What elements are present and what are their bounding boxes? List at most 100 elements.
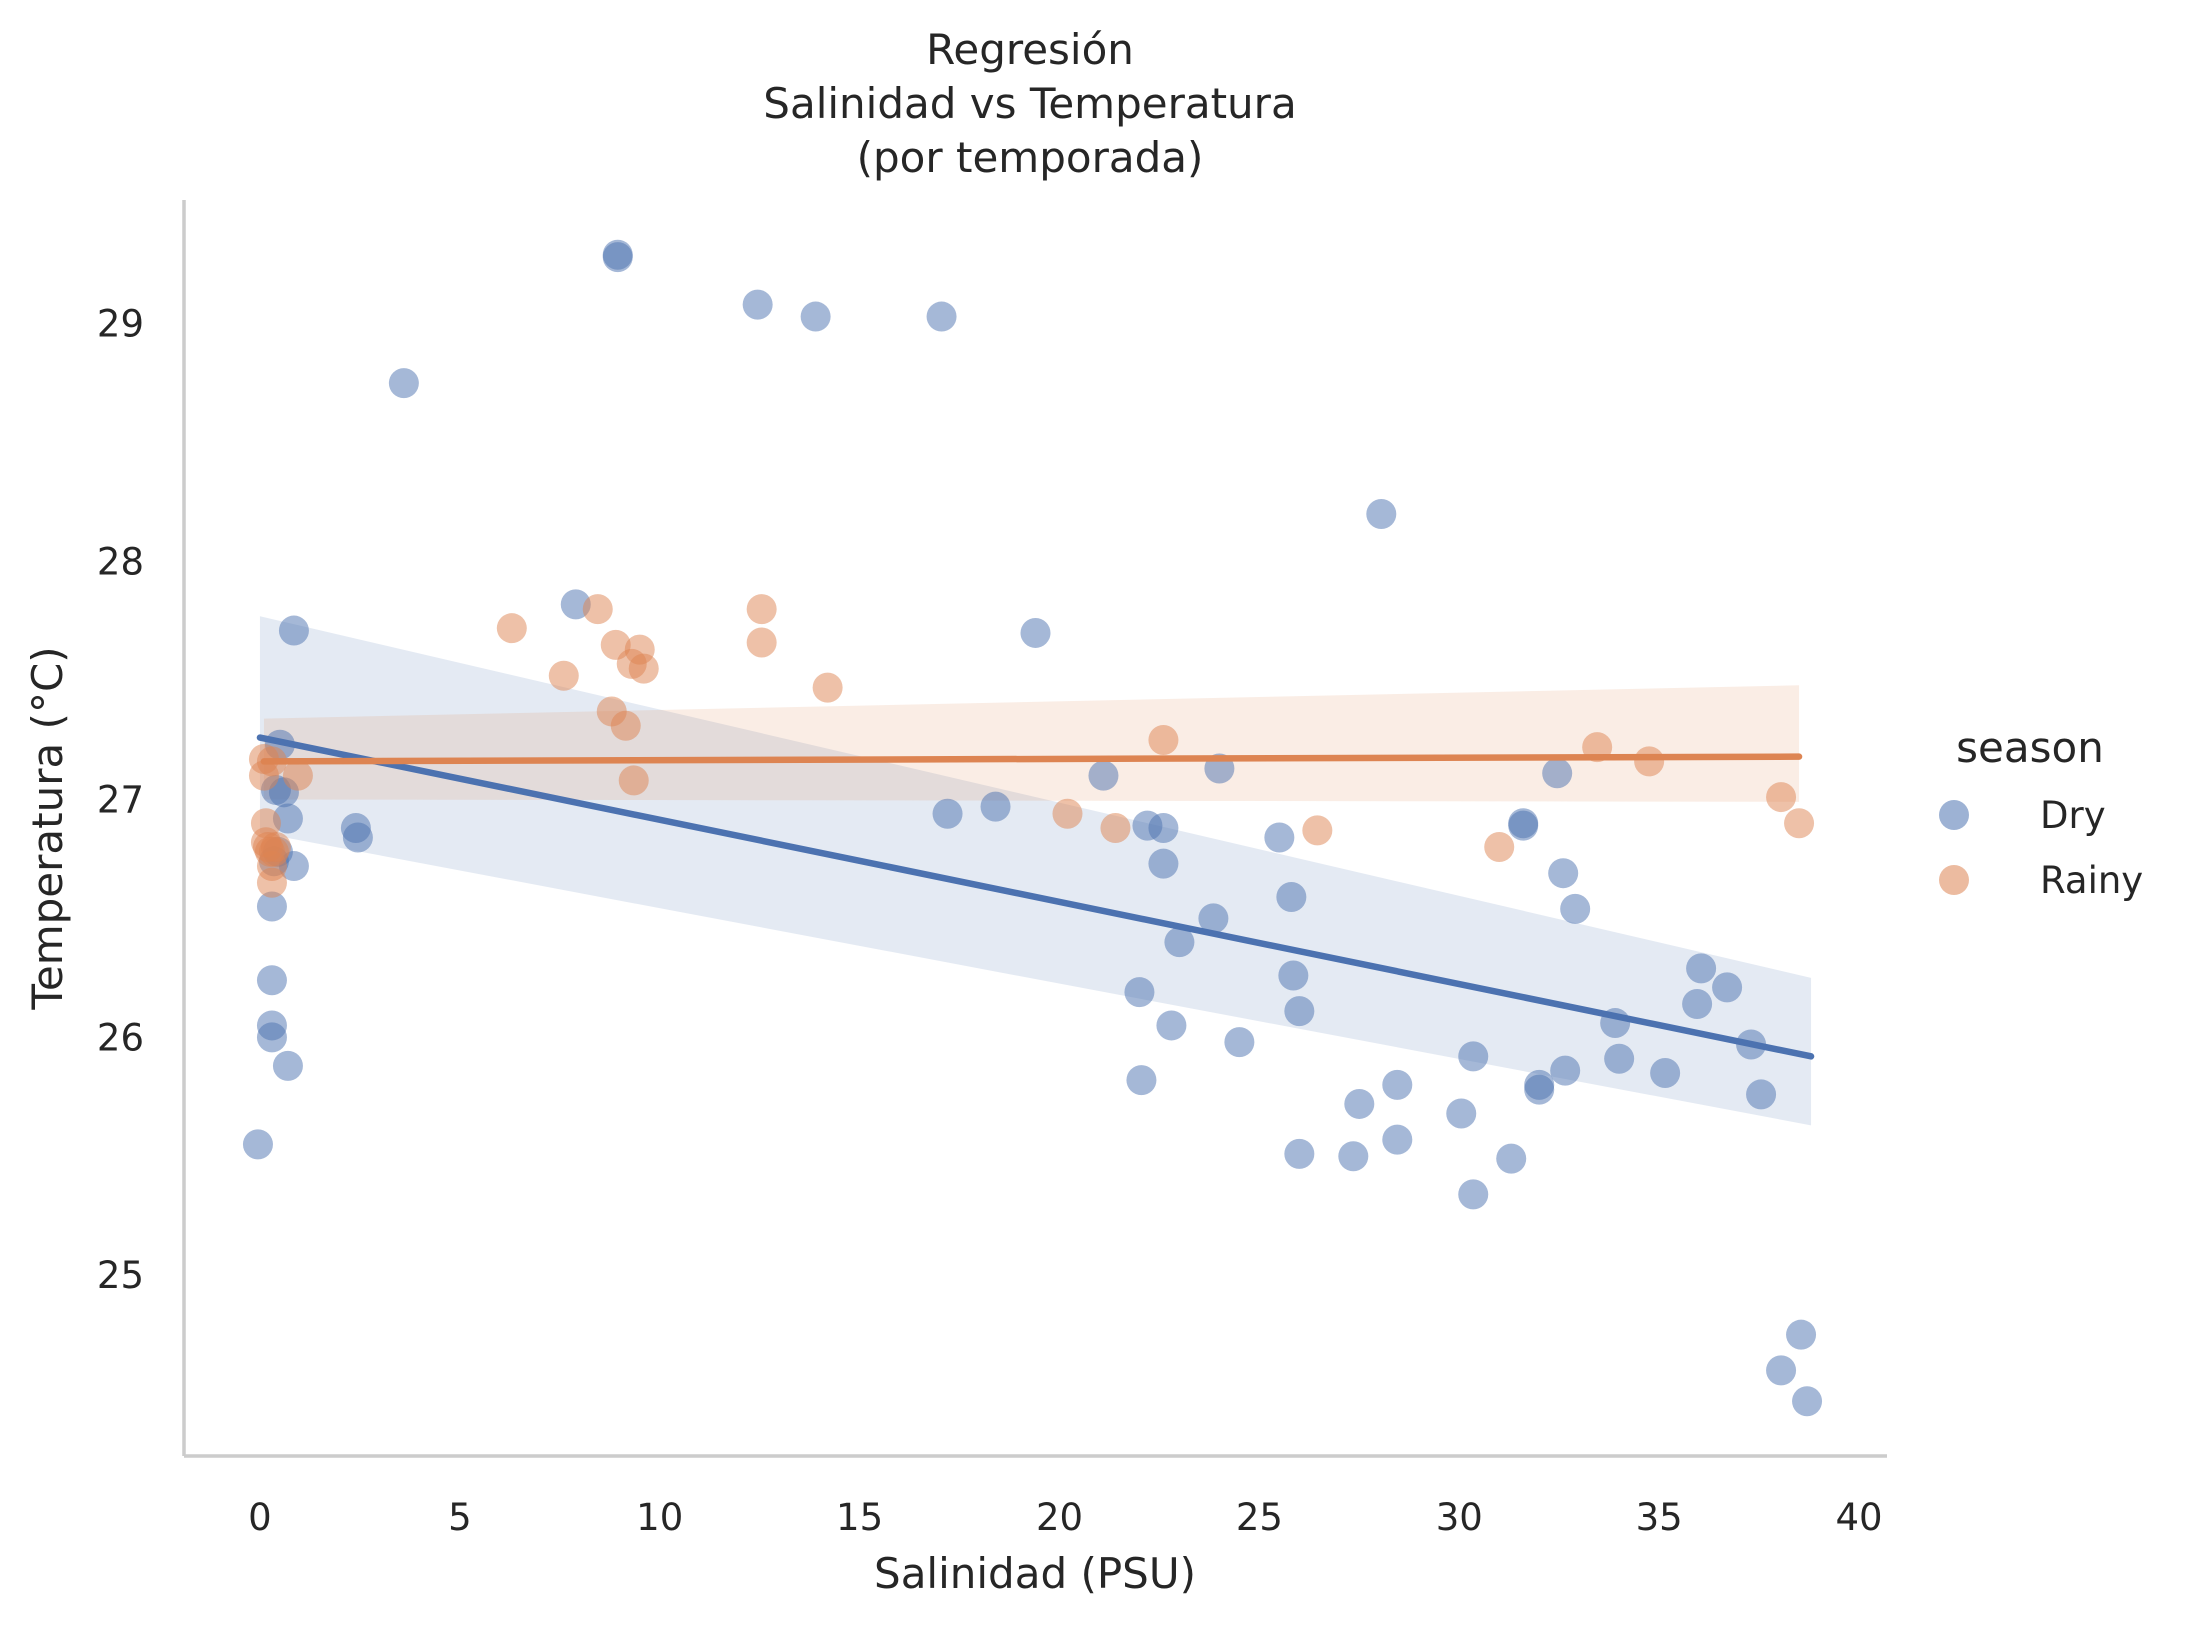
point-dry xyxy=(1338,1141,1369,1172)
point-dry xyxy=(1198,903,1229,934)
point-dry xyxy=(342,822,373,853)
point-dry xyxy=(1224,1027,1255,1058)
point-rainy xyxy=(746,594,777,625)
y-tick-label: 29 xyxy=(97,303,144,346)
point-dry xyxy=(256,965,287,996)
point-rainy xyxy=(610,710,641,741)
point-dry xyxy=(742,289,773,320)
point-dry xyxy=(272,1050,303,1081)
point-dry xyxy=(1746,1079,1777,1110)
point-dry xyxy=(1164,927,1195,958)
x-axis-ticks: 0 5 10 15 20 25 30 35 40 xyxy=(248,1496,1882,1539)
point-dry xyxy=(388,368,419,399)
point-dry xyxy=(1366,499,1397,529)
point-dry xyxy=(1148,813,1179,843)
point-dry xyxy=(1382,1124,1413,1155)
point-dry xyxy=(1458,1041,1489,1072)
point-dry xyxy=(1276,881,1307,912)
point-rainy xyxy=(1784,808,1815,839)
point-rainy xyxy=(548,660,579,691)
x-tick-label: 25 xyxy=(1236,1496,1283,1539)
point-dry xyxy=(1508,810,1539,841)
point-rainy xyxy=(496,613,527,644)
point-dry xyxy=(1382,1069,1413,1100)
point-dry xyxy=(1792,1386,1823,1417)
legend-marker-dry xyxy=(1939,800,1969,830)
legend-marker-rainy xyxy=(1939,865,1969,895)
point-dry xyxy=(932,798,963,829)
legend-title: season xyxy=(1956,723,2104,772)
point-dry xyxy=(1786,1319,1817,1350)
point-dry xyxy=(1550,1055,1581,1086)
x-tick-label: 30 xyxy=(1436,1496,1483,1539)
confidence-bands xyxy=(259,616,1812,1126)
point-dry xyxy=(1524,1074,1555,1105)
y-axis-label: Temperatura (°C) xyxy=(23,646,72,1010)
point-dry xyxy=(1344,1088,1375,1119)
x-tick-label: 5 xyxy=(448,1496,472,1539)
y-tick-label: 28 xyxy=(97,541,144,584)
point-rainy xyxy=(628,653,659,684)
point-dry xyxy=(602,242,633,273)
ci-band-rainy xyxy=(263,685,1800,802)
point-rainy xyxy=(1052,798,1083,829)
point-dry xyxy=(1284,1138,1315,1169)
point-dry xyxy=(256,1010,287,1041)
point-dry xyxy=(1548,858,1579,889)
point-dry xyxy=(1496,1143,1527,1174)
point-dry xyxy=(1088,760,1119,791)
x-tick-label: 15 xyxy=(836,1496,883,1539)
x-tick-label: 0 xyxy=(248,1496,272,1539)
point-dry xyxy=(926,301,957,332)
point-dry xyxy=(1650,1058,1681,1089)
regression-line-dry xyxy=(256,734,1815,1060)
point-dry xyxy=(1712,972,1743,1003)
chart-title-line-2: Salinidad vs Temperatura xyxy=(763,79,1296,128)
point-dry xyxy=(1682,989,1713,1020)
point-dry xyxy=(800,301,831,332)
x-tick-label: 35 xyxy=(1636,1496,1683,1539)
point-dry xyxy=(1458,1179,1489,1210)
point-rainy xyxy=(1302,815,1333,846)
point-dry xyxy=(1156,1010,1187,1041)
point-rainy xyxy=(618,765,649,796)
point-dry xyxy=(1148,848,1179,879)
point-dry xyxy=(1264,822,1295,853)
point-rainy xyxy=(812,672,843,703)
y-tick-label: 25 xyxy=(97,1254,144,1297)
point-rainy xyxy=(1100,813,1131,843)
point-dry xyxy=(256,891,287,922)
point-dry xyxy=(1542,758,1573,789)
point-dry xyxy=(1284,996,1315,1027)
point-dry xyxy=(1020,617,1051,648)
point-dry xyxy=(1446,1098,1477,1129)
chart-title-line-3: (por temporada) xyxy=(857,133,1204,182)
point-dry xyxy=(1278,960,1309,991)
point-rainy xyxy=(260,832,291,863)
x-axis-label: Salinidad (PSU) xyxy=(874,1549,1196,1598)
point-rainy xyxy=(1484,832,1515,863)
point-rainy xyxy=(1148,724,1179,755)
point-dry xyxy=(1686,953,1717,984)
point-rainy xyxy=(582,594,613,625)
regression-line-rainy xyxy=(260,753,1803,765)
legend-label-rainy: Rainy xyxy=(2040,859,2143,902)
point-rainy xyxy=(1634,746,1665,777)
y-axis-ticks: 25 26 27 28 29 xyxy=(97,303,144,1298)
point-dry xyxy=(1124,977,1155,1008)
point-dry xyxy=(1126,1065,1157,1096)
y-tick-label: 26 xyxy=(97,1016,144,1059)
chart-title-line-1: Regresión xyxy=(926,25,1134,74)
ci-band-dry xyxy=(259,616,1812,1126)
point-rainy xyxy=(746,627,777,658)
point-rainy xyxy=(1766,782,1797,813)
point-dry xyxy=(1766,1355,1797,1386)
y-tick-label: 27 xyxy=(97,778,144,821)
x-tick-label: 10 xyxy=(636,1496,683,1539)
point-rainy xyxy=(282,760,313,791)
point-dry xyxy=(980,791,1011,822)
point-dry xyxy=(1604,1043,1635,1074)
x-tick-label: 20 xyxy=(1036,1496,1083,1539)
